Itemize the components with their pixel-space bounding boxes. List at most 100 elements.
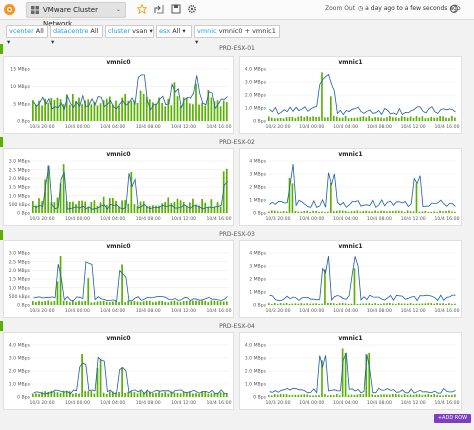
bar (335, 303, 338, 305)
bar (273, 394, 276, 397)
panel-graph: 3.0 MBps 2.5 MBps 2.0 MBps 1.5 MBps 1.0 MBps… (9, 251, 232, 314)
share-icon[interactable] (154, 4, 164, 14)
bar (204, 300, 207, 305)
row-collapse-bar[interactable] (0, 230, 3, 240)
bar (332, 211, 335, 213)
grafana-logo-icon[interactable] (3, 3, 16, 16)
bar (96, 105, 99, 121)
bar (102, 300, 105, 305)
bar (207, 393, 210, 397)
bar (121, 97, 123, 121)
bar (392, 393, 394, 397)
y-tick-label: 5 MBps (13, 101, 30, 107)
bar (148, 205, 151, 213)
bar (216, 202, 219, 213)
bar (294, 210, 297, 213)
bar (121, 367, 123, 397)
bar (377, 117, 379, 121)
y-tick-label: 1 MBps (249, 290, 266, 296)
bar (188, 391, 191, 397)
bar (439, 116, 441, 121)
bar (318, 395, 320, 397)
graph-panel[interactable]: 15 MBps 10 MBps 5 MBps 0 Bps 10/3 20:00 10/4 … (3, 56, 234, 134)
graph-panel[interactable]: 4.0 MBps 3.0 MBps 2.0 MBps 1.0 MBps 0 Bps 10/… (3, 332, 234, 410)
bar (136, 206, 139, 213)
bar (276, 394, 279, 397)
bar (182, 391, 185, 397)
graph-panel[interactable]: 3.0 MBps 2.5 MBps 2.0 MBps 1.5 MBps 1.0 MBps… (3, 148, 234, 226)
variable-vcenter[interactable]: vcenter All ▾ (6, 25, 48, 46)
zoom-out-button[interactable]: Zoom Out (325, 5, 356, 12)
bar (161, 102, 163, 121)
dashboard-picker[interactable]: VMware Cluster Network ⌄ (26, 2, 126, 28)
bar (377, 211, 379, 213)
bar (433, 394, 435, 397)
row-title: PRD-ESX-04 (219, 323, 255, 330)
graph-panel[interactable]: 4 MBps 3 MBps 2 MBps 1 MBps 0 Bps 10/3 20:00 1… (239, 240, 462, 318)
settings-icon[interactable] (187, 4, 197, 14)
bar (72, 300, 74, 305)
bar (418, 211, 421, 213)
graph-panel[interactable]: 4.0 MBps 3.0 MBps 2.0 MBps 1.0 MBps 0 Bps 10/… (239, 56, 462, 134)
top-navbar: VMware Cluster Network ⌄ Zoom Out ◷ a da… (0, 0, 474, 28)
variable-vmnic[interactable]: vmnic vmnic0 + vmnic1 ▾ (194, 25, 280, 46)
bar (350, 394, 353, 397)
bar (164, 302, 167, 305)
bar (130, 301, 133, 305)
bar (403, 394, 406, 397)
bar (365, 354, 368, 397)
variable-datacentre[interactable]: datacentre All ▾ (50, 25, 103, 46)
bar (182, 301, 185, 305)
bar (124, 94, 127, 121)
bar (207, 302, 210, 305)
bar (344, 352, 347, 397)
series-line (269, 256, 456, 302)
bar (112, 301, 114, 305)
save-icon[interactable] (171, 4, 181, 14)
graph-panel[interactable]: 4.0 MBps 3.0 MBps 2.0 MBps 1.0 MBps 0 Bps 10/… (239, 332, 462, 410)
row-collapse-bar[interactable] (0, 137, 3, 147)
y-tick-label: 0 Bps (17, 395, 30, 401)
variable-esx[interactable]: esx All ▾ (156, 25, 192, 38)
time-range-picker[interactable]: ◷ a day ago to a few seconds ago (358, 5, 460, 12)
chevron-down-icon: ⌄ (116, 6, 122, 13)
bar (53, 391, 56, 397)
bar (198, 301, 200, 305)
y-tick-label: 2.5 MBps (9, 167, 31, 173)
bar (142, 93, 145, 121)
bar (207, 206, 210, 213)
variable-cluster[interactable]: cluster vsan ▾ (105, 25, 154, 38)
bar (327, 395, 329, 397)
row-collapse-bar[interactable] (0, 321, 3, 331)
bar (389, 211, 391, 213)
bar (179, 302, 182, 305)
variable-value: All (90, 27, 99, 35)
bar (142, 392, 145, 397)
x-tick-label: 10/4 04:00 (100, 216, 125, 222)
series-line (269, 73, 456, 116)
bar (216, 392, 219, 397)
star-icon[interactable] (137, 4, 147, 14)
refresh-icon[interactable] (448, 3, 460, 15)
row-title: PRD-ESX-01 (219, 45, 255, 52)
bar (448, 118, 450, 121)
bar (303, 394, 306, 397)
row-collapse-bar[interactable] (0, 44, 3, 54)
graph-panel[interactable]: 3.0 MBps 2.5 MBps 2.0 MBps 1.5 MBps 1.0 MBps… (3, 240, 234, 318)
bar (118, 301, 120, 305)
bar (139, 302, 142, 305)
bar (359, 211, 362, 213)
bar (204, 105, 207, 121)
y-tick-label: 1.0 MBps (9, 193, 31, 199)
bar (347, 303, 350, 305)
bar (324, 117, 326, 121)
bar (84, 201, 87, 213)
graph-panel[interactable]: 4 MBps 3 MBps 2 MBps 1 MBps 0 Bps 10/3 20:00 1… (239, 148, 462, 226)
x-tick-label: 10/4 16:00 (206, 124, 231, 130)
bar (188, 300, 191, 305)
bar (112, 104, 114, 121)
add-row-button[interactable]: +ADD ROW (434, 414, 471, 423)
bar (145, 96, 148, 121)
bar (338, 210, 341, 213)
bar (394, 303, 397, 305)
